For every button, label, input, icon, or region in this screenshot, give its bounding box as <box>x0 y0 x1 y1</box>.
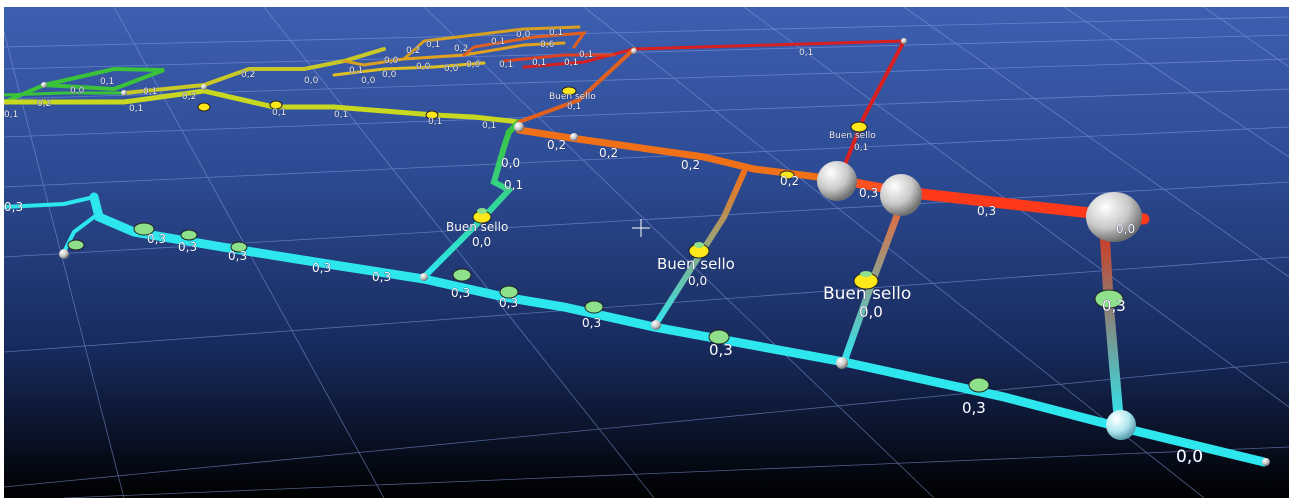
seal-value: 0,1 <box>567 102 581 112</box>
valve-green-icon <box>230 241 248 253</box>
far-network-values: 0,1 0,1 0,2 0,2 0,1 0,0 0,1 0,0 0,2 0,1 … <box>4 28 594 121</box>
cyan-pipe-value: 0,3 <box>228 249 247 263</box>
seal-label: Buen sello <box>657 255 735 273</box>
cyan-pipe-value: 0,3 <box>709 341 733 359</box>
red-pipe-value: 0,1 <box>799 48 813 58</box>
pipe-nodes <box>41 38 1270 466</box>
far-pipe-value: 0,1 <box>549 28 563 38</box>
green-pipe-value: 0,1 <box>272 108 286 118</box>
far-pipe-value: 0,1 <box>532 58 546 68</box>
crosshair-cursor-icon <box>632 219 650 237</box>
seal-label: Buen sello <box>446 220 508 234</box>
red-pipe-value: 0,2 <box>547 138 566 152</box>
far-pipe-value: 0,1 <box>349 66 363 76</box>
valve-yellow-icon <box>269 100 283 110</box>
far-pipe-value: 0,0 <box>516 30 531 40</box>
valve-green-icon <box>584 300 604 314</box>
seal-value: 0,0 <box>472 235 491 249</box>
3d-network-viewport[interactable]: Buen sello 0,0 Buen sello 0,0 Buen sello… <box>4 7 1289 498</box>
valve-yellow-icon <box>688 242 710 259</box>
seal-value: 0,0 <box>688 274 707 288</box>
valve-yellow-icon <box>425 110 439 120</box>
far-pipe-value: 0,1 <box>579 50 593 60</box>
green-pipe-value: 0,1 <box>428 117 442 127</box>
far-pipe-value: 0,2 <box>406 46 420 56</box>
end-value: 0,0 <box>1176 447 1203 467</box>
cyan-pipe-value: 0,3 <box>451 286 470 300</box>
cyan-pipe-value: 0,3 <box>499 296 518 310</box>
valve-green-icon <box>499 285 519 299</box>
far-pipe-value: 0,2 <box>454 44 468 54</box>
far-pipe-value: 0,0 <box>361 76 376 86</box>
seal-label: Buen sello <box>829 131 876 141</box>
valve-green-icon <box>67 239 85 251</box>
valve-yellow-icon <box>779 170 795 180</box>
red-pipe-value: 0,2 <box>681 158 700 172</box>
cyan-pipe-value: 0,3 <box>312 261 331 275</box>
far-pipe-network <box>4 25 906 104</box>
far-pipe-value: 0,6 <box>540 40 555 50</box>
far-pipe-value: 0,0 <box>384 56 399 66</box>
far-pipe-value: 0,1 <box>100 77 114 87</box>
far-pipe-value: 0,0 <box>416 62 431 72</box>
far-pipe-value: 0,1 <box>491 37 505 47</box>
valve-green-icon <box>1094 289 1124 309</box>
big-node-value: 0,0 <box>1116 222 1135 236</box>
far-pipe-value: 0,1 <box>499 60 513 70</box>
green-pipe-value: 0,1 <box>334 110 348 120</box>
valve-yellow-icon <box>472 208 492 224</box>
far-pipe-value: 0,2 <box>241 70 255 80</box>
seal-value: 0,0 <box>859 303 883 321</box>
green-pipe-value: 0,1 <box>504 178 523 192</box>
valve-green-icon <box>708 329 730 345</box>
valve-green-icon <box>968 377 990 393</box>
green-pipe-value: 0,2 <box>182 92 196 102</box>
valve-green-icon <box>133 222 155 236</box>
red-pipe-value: 0,2 <box>599 146 618 160</box>
valve-yellow-icon <box>561 86 577 96</box>
green-pipe-value: 0,0 <box>70 86 85 96</box>
far-pipe-value: 0,0 <box>382 70 397 80</box>
seal-value: 0,1 <box>854 143 868 153</box>
valve-yellow-icon <box>197 102 211 112</box>
green-pipe-value: 0,1 <box>129 104 143 114</box>
red-pipe-value: 0,3 <box>977 204 996 218</box>
valves <box>67 86 1124 393</box>
valve-green-icon <box>180 229 198 241</box>
seal-label: Buen sello <box>549 92 596 102</box>
green-pipe-value: 0,1 <box>482 121 496 131</box>
red-pipe-value: 0,3 <box>859 186 878 200</box>
far-pipe-value: 0,0 <box>304 76 319 86</box>
far-pipe-value: 0,2 <box>37 99 51 109</box>
valve-green-icon <box>452 268 472 282</box>
value-labels: Buen sello 0,0 Buen sello 0,0 Buen sello… <box>4 28 1203 468</box>
green-pipe-value: 0,0 <box>501 156 520 170</box>
cyan-pipe-value: 0,3 <box>147 232 166 246</box>
seal-label: Buen sello <box>823 284 911 304</box>
far-pipe-value: 0,1 <box>4 110 18 120</box>
far-pipe-value: 0,1 <box>426 40 440 50</box>
valve-yellow-icon <box>850 121 868 133</box>
valve-yellow-icon <box>853 271 879 290</box>
cyan-pipe-value: 0,3 <box>372 270 391 284</box>
red-pipe-value: 0,2 <box>780 174 799 188</box>
pipe-network-scene[interactable]: Buen sello 0,0 Buen sello 0,0 Buen sello… <box>4 7 1289 498</box>
far-pipe-value: 0,0 <box>444 64 459 74</box>
far-pipe-value: 0,0 <box>466 60 481 70</box>
cyan-pipe-value: 0,3 <box>582 316 601 330</box>
far-pipe-value: 0,1 <box>564 58 578 68</box>
far-pipe-value: 0,1 <box>143 87 157 97</box>
riser-value: 0,3 <box>1102 297 1126 315</box>
cyan-pipe-value: 0,3 <box>178 240 197 254</box>
cyan-pipe-value: 0,3 <box>962 399 986 417</box>
cyan-pipe-value: 0,3 <box>4 200 23 214</box>
